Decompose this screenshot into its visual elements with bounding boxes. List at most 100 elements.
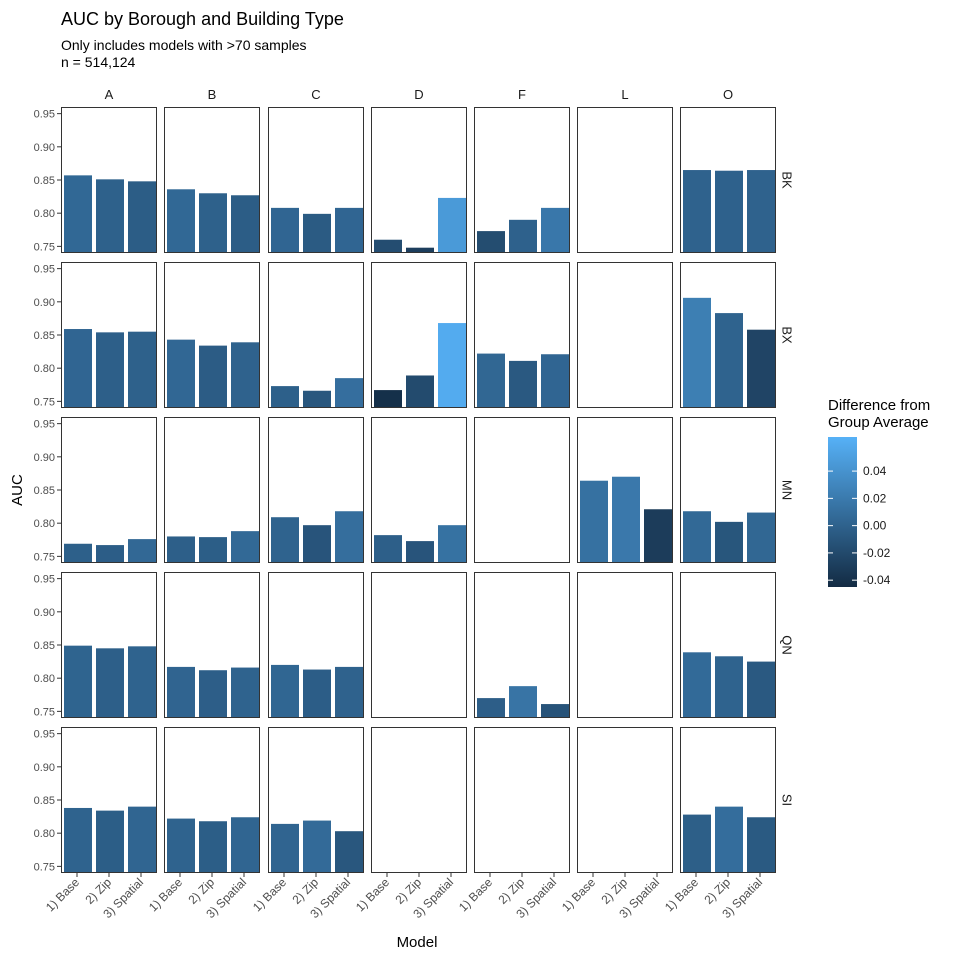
y-axis-title: AUC [9,474,26,506]
chart-subtitle-line: Only includes models with >70 samples [61,37,307,53]
bar [477,353,505,408]
legend-color-bar [828,437,857,587]
bar [541,354,569,408]
x-tick-label: 1) Base [456,875,495,914]
y-tick-label: 0.90 [34,297,55,309]
facet-panel [577,727,673,873]
y-tick-label: 0.85 [34,485,55,497]
bar [683,652,711,718]
bar [303,669,331,718]
bar [303,213,331,253]
bar [644,509,672,563]
bar [374,239,402,253]
bar [64,543,92,563]
bar [231,195,259,253]
legend-tick-label: 0.04 [863,464,887,478]
facet-panel-border [61,107,157,253]
y-tick-label: 0.90 [34,762,55,774]
bar [96,179,124,253]
bar [303,525,331,563]
bar [683,511,711,563]
y-tick-label: 0.80 [34,828,55,840]
bar [64,645,92,718]
bar [715,656,743,718]
bar [374,390,402,408]
x-tick-label: 1) Base [146,875,185,914]
bar [747,661,775,718]
y-tick-label: 0.75 [34,241,55,253]
x-tick-label: 1) Base [353,875,392,914]
bar [438,323,466,408]
column-facet-label: L [621,87,628,102]
y-tick-label: 0.95 [34,574,55,586]
facet-panel-border [268,572,364,718]
y-tick-label: 0.80 [34,518,55,530]
bar [167,339,195,408]
x-tick-label: 1) Base [662,875,701,914]
bar [509,219,537,253]
bar [406,375,434,408]
y-tick-label: 0.95 [34,264,55,276]
x-axis-title: Model [397,934,438,951]
facet-panel-border [371,107,467,253]
legend-tick-label: -0.04 [863,573,891,587]
bar [541,207,569,253]
bar [96,810,124,873]
y-tick-label: 0.90 [34,452,55,464]
facet-panel-border [371,262,467,408]
bar [199,193,227,253]
facet-panel-border [577,572,673,718]
facet-panel-border [61,262,157,408]
facet-panel [577,572,673,718]
facet-panel [371,727,467,873]
bar [231,667,259,718]
bar [715,806,743,873]
bar [747,512,775,563]
bar [715,521,743,563]
bar [271,823,299,873]
facet-panel-border [164,262,260,408]
bar [271,517,299,563]
facet-panel-border [474,572,570,718]
facet-panel [474,417,570,563]
facet-panel-border [371,572,467,718]
bar [580,480,608,563]
facet-panel-border [474,727,570,873]
y-tick-label: 0.95 [34,729,55,741]
row-facet-label: SI [780,794,795,806]
bar [612,476,640,563]
facet-panel-border [268,107,364,253]
y-tick-label: 0.95 [34,419,55,431]
legend-ticks: 0.04 0.02 0.00 -0.02 -0.04 [828,464,891,587]
facet-panel-border [680,572,776,718]
bar [231,342,259,408]
column-facet-label: C [311,87,320,102]
bar [509,360,537,408]
bar [64,807,92,873]
legend-title-line: Group Average [828,414,929,431]
y-tick-label: 0.80 [34,208,55,220]
bar [335,666,363,718]
bar [271,664,299,718]
bar [199,821,227,873]
row-facet-label: BX [780,326,795,344]
facet-panel [577,107,673,253]
bar [683,170,711,253]
y-tick-label: 0.75 [34,706,55,718]
bar [128,646,156,718]
facet-panel-border [680,727,776,873]
column-facet-label: A [105,87,114,102]
column-facet-label: D [414,87,423,102]
bar [477,231,505,253]
facet-panel-border [268,262,364,408]
bar [96,332,124,408]
facet-panel-border [371,417,467,563]
facet-panel [577,262,673,408]
chart-title: AUC by Borough and Building Type [61,9,344,29]
bar [128,181,156,253]
row-facet-label: BK [780,171,795,189]
legend-tick-label: 0.02 [863,491,887,505]
bar [128,806,156,873]
row-facet-label: MN [780,480,795,500]
facet-panel-border [164,107,260,253]
